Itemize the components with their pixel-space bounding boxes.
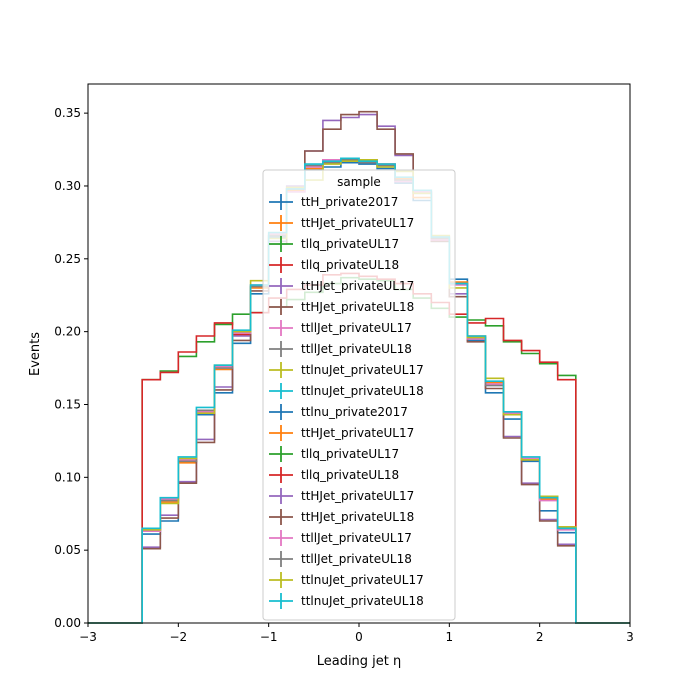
legend-entry-label: ttlnuJet_privateUL17 bbox=[301, 573, 424, 587]
y-tick-label: 0.25 bbox=[54, 252, 81, 266]
legend-entry-label: ttHJet_privateUL17 bbox=[301, 216, 414, 230]
series-line-10 bbox=[88, 157, 630, 624]
legend-entry-label: ttlnuJet_privateUL18 bbox=[301, 384, 424, 398]
legend-entry-label: ttllJet_privateUL17 bbox=[301, 321, 412, 335]
legend-entry-label: ttHJet_privateUL17 bbox=[301, 489, 414, 503]
legend-entry-label: ttHJet_privateUL18 bbox=[301, 300, 414, 314]
legend-entry-label: ttllJet_privateUL18 bbox=[301, 342, 412, 356]
legend-box bbox=[262, 169, 456, 621]
x-tick-label: −3 bbox=[79, 630, 97, 644]
x-axis-label: Leading jet η bbox=[317, 654, 402, 669]
y-tick-label: 0.00 bbox=[54, 616, 81, 630]
legend-entry-label: tllq_privateUL17 bbox=[301, 237, 399, 251]
x-tick-label: 0 bbox=[355, 630, 363, 644]
legend-entry-label: ttHJet_privateUL17 bbox=[301, 426, 414, 440]
x-tick-label: −2 bbox=[169, 630, 187, 644]
x-tick-label: −1 bbox=[260, 630, 278, 644]
legend-entry-label: ttllJet_privateUL17 bbox=[301, 531, 412, 545]
y-tick-label: 0.15 bbox=[54, 397, 81, 411]
y-tick-label: 0.30 bbox=[54, 179, 81, 193]
legend-entry-label: tllq_privateUL17 bbox=[301, 447, 399, 461]
y-tick-label: 0.05 bbox=[54, 543, 81, 557]
legend-entry-label: ttHJet_privateUL18 bbox=[301, 510, 414, 524]
x-tick-label: 2 bbox=[536, 630, 544, 644]
x-tick-label: 1 bbox=[446, 630, 454, 644]
y-axis-label: Events bbox=[28, 332, 43, 376]
legend-entry-label: ttlnuJet_privateUL17 bbox=[301, 363, 424, 377]
legend-entry-label: tllq_privateUL18 bbox=[301, 258, 399, 272]
legend-entry-label: tllq_privateUL18 bbox=[301, 468, 399, 482]
legend-entry-label: ttlnuJet_privateUL18 bbox=[301, 594, 424, 608]
legend-entry-label: ttH_private2017 bbox=[301, 195, 398, 209]
legend-entry-label: ttHJet_privateUL17 bbox=[301, 279, 414, 293]
series-line-6 bbox=[88, 110, 630, 624]
axes-layer: −3 −2 −1 0 1 2 3 0.00 0.05 0.10 0.15 0.20 0.25 0.30 0.… bbox=[54, 106, 634, 644]
legend: samplettH_private2017ttHJet_privateUL17t… bbox=[262, 169, 456, 621]
legend-entry-label: ttllJet_privateUL18 bbox=[301, 552, 412, 566]
y-tick-label: 0.20 bbox=[54, 325, 81, 339]
y-tick-label: 0.10 bbox=[54, 470, 81, 484]
legend-entry-label: ttlnu_private2017 bbox=[301, 405, 408, 419]
legend-title: sample bbox=[337, 175, 381, 189]
x-tick-label: 3 bbox=[626, 630, 634, 644]
y-tick-label: 0.35 bbox=[54, 106, 81, 120]
